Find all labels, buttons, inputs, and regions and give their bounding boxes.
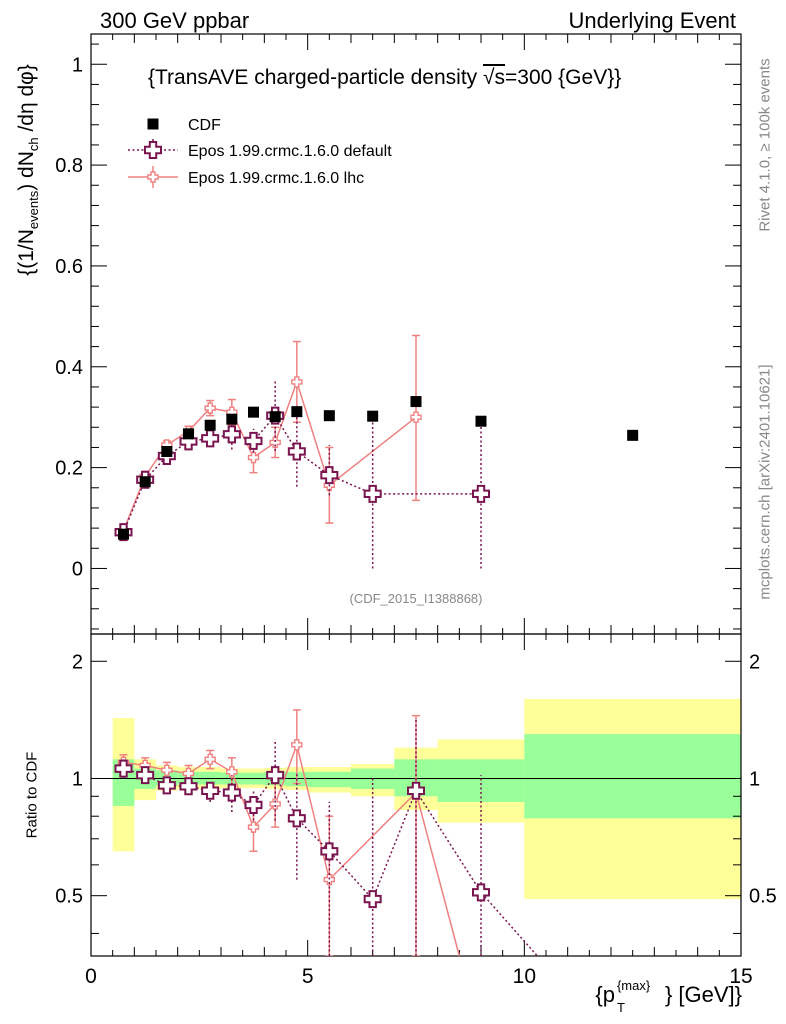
analysis-watermark: (CDF_2015_I1388868) bbox=[349, 591, 483, 606]
ratio-cross-small-marker bbox=[204, 753, 216, 766]
main-cross-small-marker bbox=[291, 376, 303, 388]
main-square-marker bbox=[410, 396, 422, 408]
ylabel-sub-ch: ch bbox=[26, 137, 42, 152]
ratio-band-1sigma bbox=[524, 734, 741, 819]
main-square-marker bbox=[139, 476, 151, 488]
mcplots-label: mcplots.cern.ch [arXiv:2401.10621] bbox=[756, 364, 774, 600]
ratio-cross-marker bbox=[201, 781, 220, 800]
main-plot-area bbox=[114, 334, 639, 569]
ratio-cross-marker bbox=[287, 809, 306, 828]
ratio-cross-marker bbox=[266, 766, 285, 785]
plot-title: {TransAVE charged-particle density √s=30… bbox=[148, 66, 621, 90]
title-rest: =300 {GeV}} bbox=[505, 66, 622, 89]
main-square-marker bbox=[475, 415, 487, 427]
header-left: 300 GeV ppbar bbox=[100, 8, 250, 33]
main-square-marker bbox=[118, 528, 129, 540]
ratio-cross-marker bbox=[407, 781, 425, 800]
legend-marker bbox=[147, 118, 159, 130]
ratio-cross-small-marker bbox=[323, 873, 336, 886]
main-square-marker bbox=[627, 429, 639, 441]
ratio-cross-small-marker bbox=[247, 821, 260, 833]
y-tick-label-0.6: 0.6 bbox=[55, 256, 83, 278]
main-square-marker bbox=[323, 410, 335, 422]
ratio-cross-marker bbox=[363, 890, 382, 909]
y-axis-label: {(1/Nevents) dNch /dη dφ} bbox=[15, 64, 41, 276]
legend-label: CDF bbox=[188, 117, 221, 134]
ratio-cross-marker bbox=[244, 795, 263, 814]
main-cross-marker bbox=[222, 425, 241, 444]
ratio-cross-small-marker bbox=[226, 766, 238, 778]
ratio-cross-small-marker bbox=[291, 739, 303, 751]
x-tick-label-5: 5 bbox=[302, 965, 314, 988]
main-cross-small-marker bbox=[269, 436, 281, 449]
ylabel-part-b: ) dN bbox=[14, 151, 38, 191]
title-sqrt: √s bbox=[483, 66, 506, 89]
ratio-tick-label-right-2: 2 bbox=[749, 651, 760, 673]
rivet-label: Rivet 4.1.0, ≥ 100k events bbox=[756, 58, 774, 232]
xlabel-p: {p bbox=[595, 982, 615, 1007]
ratio-band-1sigma bbox=[437, 759, 525, 803]
main-cross-marker bbox=[472, 484, 490, 503]
xlabel-rest: } [GeV]} bbox=[664, 982, 742, 1007]
legend-label: Epos 1.99.crmc.1.6.0 lhc bbox=[188, 170, 364, 187]
main-cross-small-marker bbox=[247, 451, 260, 464]
y-tick-label-1: 1 bbox=[72, 54, 83, 76]
legend-label: Epos 1.99.crmc.1.6.0 default bbox=[188, 143, 392, 160]
ylabel-part-a: {(1/N bbox=[14, 229, 38, 276]
main-square-marker bbox=[291, 406, 303, 418]
xlabel-sub: T bbox=[616, 1000, 625, 1015]
ratio-cross-small-marker bbox=[269, 798, 281, 810]
main-cross-line bbox=[122, 414, 481, 533]
main-square-marker bbox=[269, 411, 281, 423]
main-cross-marker bbox=[244, 431, 263, 450]
main-square-marker bbox=[248, 406, 259, 418]
main-cross-marker bbox=[201, 429, 220, 448]
y-tick-label-0.4: 0.4 bbox=[55, 357, 83, 379]
ratio-y-label: Ratio to CDF bbox=[23, 751, 41, 839]
legend-marker bbox=[144, 141, 162, 159]
main-cross-small-marker bbox=[204, 402, 216, 414]
ratio-tick-label-left-0.5: 0.5 bbox=[55, 886, 83, 908]
xlabel-sup: {max} bbox=[616, 978, 651, 993]
ratio-tick-label-right-1: 1 bbox=[749, 768, 760, 790]
ratio-tick-label-right-0.5: 0.5 bbox=[749, 886, 777, 908]
x-axis-label: {p {max} T } [GeV]} bbox=[595, 978, 742, 1015]
ratio-band-1sigma bbox=[307, 771, 351, 788]
header-right: Underlying Event bbox=[568, 8, 736, 33]
main-square-marker bbox=[226, 413, 238, 425]
ratio-cross-marker bbox=[179, 777, 198, 796]
main-cross-marker bbox=[287, 442, 306, 461]
y-tick-label-0.8: 0.8 bbox=[55, 155, 83, 177]
x-tick-label-0: 0 bbox=[85, 965, 97, 988]
y-tick-label-0.2: 0.2 bbox=[55, 458, 83, 480]
main-square-marker bbox=[183, 428, 194, 440]
ratio-tick-label-left-2: 2 bbox=[72, 651, 83, 673]
x-tick-label-10: 10 bbox=[513, 965, 536, 988]
ratio-cross-marker bbox=[320, 842, 339, 861]
ratio-cross-marker bbox=[136, 766, 155, 785]
main-cross-marker bbox=[363, 484, 382, 503]
ratio-cross-marker bbox=[114, 759, 133, 778]
xlabel-sub-sup: {max} T bbox=[615, 978, 665, 1015]
ratio-cross-marker bbox=[222, 783, 241, 802]
main-square-marker bbox=[161, 445, 173, 457]
ratio-cross-small-marker bbox=[161, 764, 173, 776]
ratio-tick-label-left-1: 1 bbox=[72, 768, 83, 790]
ratio-plot-area bbox=[114, 709, 538, 956]
main-cross-marker bbox=[320, 466, 339, 485]
title-main: {TransAVE charged-particle density bbox=[148, 66, 483, 89]
ratio-cross-marker bbox=[157, 776, 176, 795]
y-tick-label-0: 0 bbox=[72, 558, 83, 580]
main-square-marker bbox=[367, 410, 379, 422]
ratio-cross-marker bbox=[472, 883, 490, 902]
main-cross-small-marker bbox=[410, 411, 422, 423]
ylabel-part-c: /dη dφ} bbox=[14, 64, 38, 138]
main-square-marker bbox=[204, 419, 216, 431]
legend-marker bbox=[147, 171, 159, 183]
ylabel-sub-events: events bbox=[26, 190, 42, 230]
x-tick-label-15: 15 bbox=[729, 965, 752, 988]
